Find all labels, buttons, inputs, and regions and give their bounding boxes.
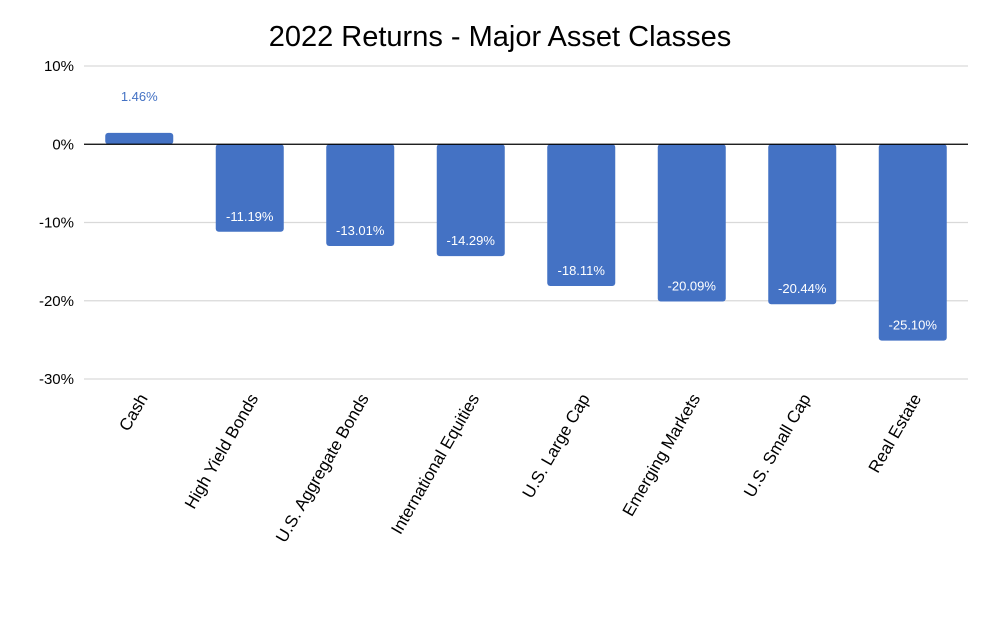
y-tick-label: -10% bbox=[39, 215, 74, 232]
bar bbox=[547, 144, 616, 286]
bar bbox=[878, 144, 947, 341]
x-tick-label: High Yield Bonds bbox=[181, 391, 262, 513]
bar bbox=[436, 144, 505, 257]
x-tick-label: Cash bbox=[115, 391, 151, 435]
bar bbox=[215, 144, 284, 232]
bar bbox=[326, 144, 395, 247]
y-tick-label: 10% bbox=[44, 58, 74, 75]
x-tick-label: U.S. Small Cap bbox=[740, 391, 815, 501]
data-label: -18.11% bbox=[558, 263, 606, 278]
x-tick-label: International Equities bbox=[387, 391, 483, 538]
data-labels: 1.46% -11.19% -13.01% -14.29% -18.11% -20.09%… bbox=[121, 89, 938, 333]
x-axis: Cash High Yield Bonds U.S. Aggregate Bonds… bbox=[115, 391, 925, 546]
data-label: -11.19% bbox=[226, 209, 274, 224]
data-label: -20.09% bbox=[668, 278, 717, 293]
bar bbox=[105, 132, 174, 145]
x-tick-label: Emerging Markets bbox=[619, 391, 704, 520]
x-tick-label: U.S. Large Cap bbox=[519, 391, 594, 502]
data-label: -14.29% bbox=[447, 233, 496, 248]
data-label: -13.01% bbox=[336, 223, 385, 238]
x-tick-label: U.S. Aggregate Bonds bbox=[272, 391, 373, 546]
bar bbox=[768, 144, 837, 305]
bar bbox=[657, 144, 726, 302]
y-tick-label: -30% bbox=[39, 371, 74, 388]
y-tick-label: -20% bbox=[39, 293, 74, 310]
data-label: -20.44% bbox=[778, 281, 827, 296]
data-label: 1.46% bbox=[121, 89, 158, 104]
y-axis: 10% 0% -10% -20% -30% bbox=[39, 58, 74, 388]
chart-title: 2022 Returns - Major Asset Classes bbox=[269, 21, 732, 53]
bars bbox=[105, 132, 947, 341]
y-tick-label: 0% bbox=[52, 136, 74, 153]
x-tick-label: Real Estate bbox=[865, 391, 925, 477]
data-label: -25.10% bbox=[889, 318, 938, 333]
